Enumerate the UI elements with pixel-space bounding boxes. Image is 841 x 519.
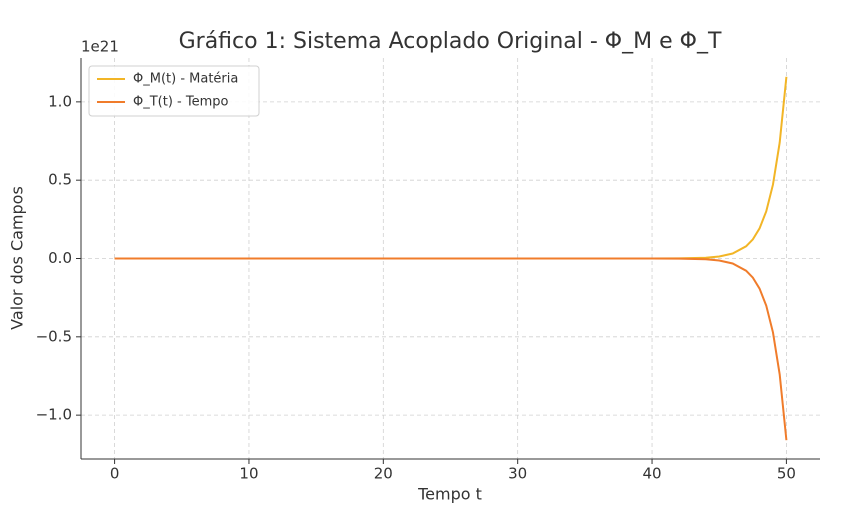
legend-label: Φ_M(t) - Matéria [133,72,238,87]
x-tick-label: 40 [642,465,661,483]
x-tick-label: 50 [777,465,796,483]
y-tick-label: 0.0 [48,249,72,267]
x-tick-label: 0 [110,465,120,483]
series-line [114,257,788,441]
legend-box [88,65,260,117]
x-tick-label: 30 [508,465,527,483]
legend-label: Φ_T(t) - Tempo [133,95,229,110]
x-axis-label: Tempo t [417,485,482,504]
y-tick-label: −0.5 [36,327,72,345]
y-offset-label: 1e21 [81,38,119,56]
x-tick-label: 20 [374,465,393,483]
y-tick-label: 1.0 [48,92,72,110]
x-tick-label: 10 [239,465,258,483]
y-tick-label: 0.5 [48,171,72,189]
y-axis-label: Valor dos Campos [8,186,27,330]
chart-title: Gráfico 1: Sistema Acoplado Original - Φ… [179,29,722,54]
y-tick-label: −1.0 [36,406,72,424]
